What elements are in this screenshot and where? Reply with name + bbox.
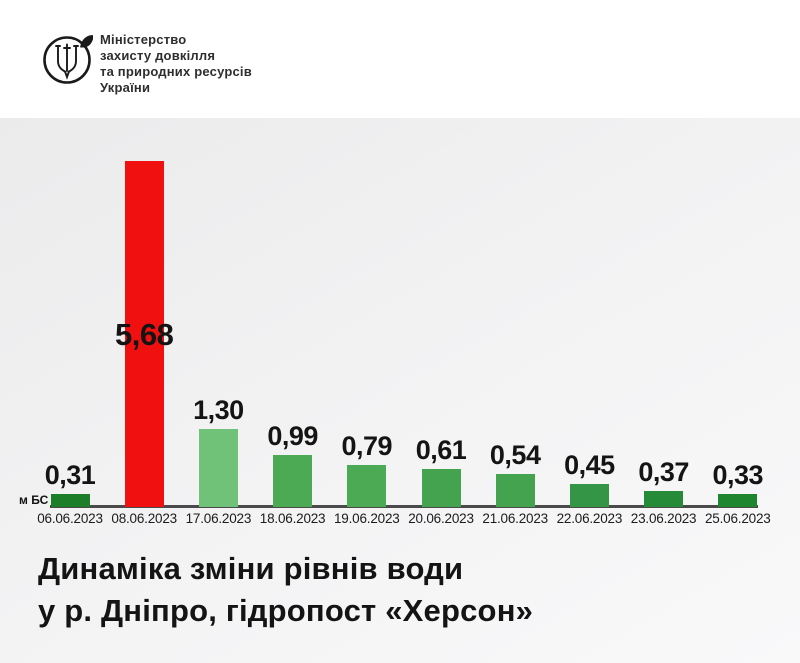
- bar-value-label: 0,45: [564, 450, 615, 480]
- axis-tick-label: 18.06.2023: [259, 511, 326, 526]
- ministry-name-line: України: [100, 80, 151, 95]
- axis-tick-label: 17.06.2023: [185, 511, 252, 526]
- chart-bar: [198, 429, 238, 507]
- axis-tick-label: 25.06.2023: [705, 511, 771, 526]
- chart-bar: [421, 469, 461, 507]
- chart-bar: [50, 494, 90, 507]
- bar-value-label: 0,37: [638, 457, 689, 487]
- chart-title: Динаміка зміни рівнів води у р. Дніпро, …: [38, 548, 533, 632]
- ministry-name-line: та природних ресурсів: [100, 64, 252, 79]
- bar-value-label: 5,68: [115, 316, 174, 352]
- axis-tick-label: 06.06.2023: [37, 511, 103, 526]
- axis-tick-label: 08.06.2023: [111, 511, 177, 526]
- bar-value-label: 0,99: [267, 421, 318, 451]
- axis-tick-label: 22.06.2023: [556, 511, 623, 526]
- chart-bar: [273, 455, 313, 507]
- leaf-icon: [80, 35, 94, 48]
- chart-panel: м БС 0,31 06.06.2023 5,68 08.06.2023 1,30 17.…: [0, 118, 800, 663]
- bar-value-label: 0,33: [712, 460, 764, 490]
- chart-title-line-1: Динаміка зміни рівнів води: [38, 551, 464, 586]
- axis-tick-label: 20.06.2023: [408, 511, 474, 526]
- x-axis-line: [50, 505, 758, 508]
- chart-bar: [124, 161, 164, 507]
- bar-value-label: 1,30: [193, 395, 244, 425]
- bar-value-label: 0,54: [489, 440, 541, 470]
- ministry-name-line: Міністерство: [100, 32, 187, 47]
- chart-title-line-2: у р. Дніпро, гідропост «Херсон»: [38, 593, 534, 628]
- ministry-logo: [43, 33, 94, 85]
- chart-bar: [718, 494, 758, 507]
- bar-value-label: 0,79: [341, 431, 393, 461]
- header: Міністерство захисту довкілля та природн…: [0, 0, 800, 118]
- bar-value-label: 0,61: [415, 435, 467, 465]
- chart-bar: [495, 474, 535, 507]
- chart-bar: [644, 491, 684, 507]
- trident-leaf-icon: [43, 35, 94, 84]
- chart-bar: [347, 465, 387, 507]
- trident-icon: [55, 43, 79, 80]
- bar-value-label: 0,31: [44, 460, 96, 490]
- chart-bar: [569, 484, 609, 507]
- axis-tick-label: 19.06.2023: [334, 511, 400, 526]
- axis-tick-label: 23.06.2023: [630, 511, 697, 526]
- axis-tick-label: 21.06.2023: [482, 511, 548, 526]
- ministry-name: Міністерство захисту довкілля та природн…: [100, 32, 252, 96]
- ministry-name-line: захисту довкілля: [100, 48, 216, 63]
- y-axis-unit-label: м БС: [19, 493, 49, 507]
